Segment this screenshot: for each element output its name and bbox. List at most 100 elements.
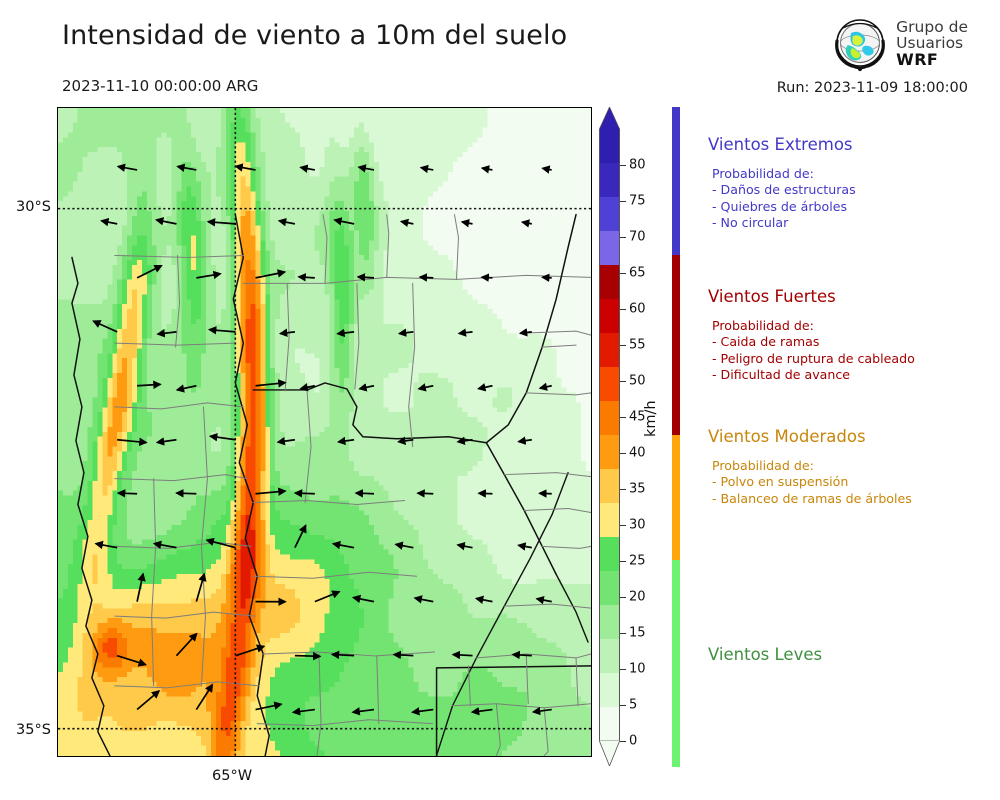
colorbar-segment xyxy=(600,332,619,367)
colorbar-tick xyxy=(620,561,626,563)
legend-category-title: Vientos Fuertes xyxy=(708,287,836,306)
colorbar-tick-label: 50 xyxy=(629,373,646,389)
colorbar-tick xyxy=(620,417,626,419)
colorbar-tick xyxy=(620,597,626,599)
colorbar-max-arrow xyxy=(599,107,620,130)
colorbar-tick xyxy=(620,309,626,311)
colorbar-tick-label: 0 xyxy=(629,733,638,749)
colorbar-tick-label: 30 xyxy=(629,517,646,533)
colorbar-tick-label: 40 xyxy=(629,445,646,461)
legend-category-items: Probabilidad de: - Caida de ramas - Peligr… xyxy=(708,318,992,384)
colorbar: 0 5 10 15 20 25 30 35 40 45 50 55 60 65 70 75 80 km/h xyxy=(597,107,659,766)
legend-category-4: Vientos Leves xyxy=(708,645,992,676)
colorbar-segment xyxy=(600,128,619,163)
colorbar-tick xyxy=(620,705,626,707)
run-time-label: Run: 2023-11-09 18:00:00 xyxy=(776,80,968,96)
legend-category-3: Vientos Moderados Probabilidad de: - Polvo… xyxy=(708,427,992,507)
colorbar-segment xyxy=(600,264,619,299)
colorbar-segment xyxy=(600,706,619,741)
lat-label-30s: 30°S xyxy=(16,199,51,215)
colorbar-units-label: km/h xyxy=(643,400,659,437)
colorbar-tick-label: 80 xyxy=(629,157,646,173)
legend-item: - Caida de ramas xyxy=(712,334,820,350)
legend-items-intro: Probabilidad de: xyxy=(712,318,814,333)
colorbar-segment xyxy=(600,434,619,469)
colorbar-tick xyxy=(620,669,626,671)
colorbar-segment xyxy=(600,672,619,707)
colorbar-tick xyxy=(620,273,626,275)
colorbar-segment xyxy=(600,570,619,605)
legend-item: - Daños de estructuras xyxy=(712,182,856,198)
page-title: Intensidad de viento a 10m del suelo xyxy=(62,20,568,51)
colorbar-segment xyxy=(600,400,619,435)
colorbar-tick xyxy=(620,345,626,347)
legend-bar-segment xyxy=(672,435,680,560)
legend-color-bar xyxy=(672,107,680,767)
colorbar-gradient xyxy=(599,128,620,741)
legend-items-intro: Probabilidad de: xyxy=(712,458,814,473)
logo-text: Grupo de Usuarios WRF xyxy=(896,18,968,69)
legend-category-items: Probabilidad de: - Polvo en suspensión - B… xyxy=(708,458,992,507)
colorbar-tick xyxy=(620,165,626,167)
colorbar-segment xyxy=(600,536,619,571)
colorbar-tick-label: 20 xyxy=(629,589,646,605)
colorbar-tick-label: 60 xyxy=(629,301,646,317)
wrf-user-group-logo: Grupo de Usuarios WRF xyxy=(831,13,968,75)
wind-intensity-map[interactable] xyxy=(57,107,592,757)
colorbar-tick-label: 5 xyxy=(629,697,638,713)
wind-category-legend: Vientos Extremos Probabilidad de: - Daños … xyxy=(672,107,992,767)
colorbar-segment xyxy=(600,230,619,265)
colorbar-segment xyxy=(600,162,619,197)
colorbar-segment xyxy=(600,468,619,503)
map-canvas xyxy=(58,108,591,756)
colorbar-segment xyxy=(600,638,619,673)
legend-category-2: Vientos Fuertes Probabilidad de: - Caida d… xyxy=(708,287,992,384)
colorbar-segment xyxy=(600,196,619,231)
colorbar-tick xyxy=(620,525,626,527)
colorbar-tick xyxy=(620,741,626,743)
colorbar-tick xyxy=(620,381,626,383)
colorbar-tick-label: 35 xyxy=(629,481,646,497)
colorbar-tick-label: 25 xyxy=(629,553,646,569)
colorbar-tick-label: 15 xyxy=(629,625,646,641)
legend-item: - Balanceo de ramas de árboles xyxy=(712,490,912,506)
legend-items-intro: Probabilidad de: xyxy=(712,166,814,181)
colorbar-segment xyxy=(600,298,619,333)
legend-bar-segment xyxy=(672,255,680,435)
colorbar-tick-label: 75 xyxy=(629,193,646,209)
colorbar-segment xyxy=(600,604,619,639)
legend-category-1: Vientos Extremos Probabilidad de: - Daños … xyxy=(708,135,992,232)
legend-item: - Polvo en suspensión xyxy=(712,474,849,490)
legend-category-title: Vientos Extremos xyxy=(708,135,853,154)
colorbar-tick-label: 65 xyxy=(629,265,646,281)
colorbar-tick xyxy=(620,237,626,239)
legend-bar-segment xyxy=(672,107,680,255)
colorbar-tick-label: 10 xyxy=(629,661,646,677)
legend-item: - Dificultad de avance xyxy=(712,367,851,383)
legend-category-title: Vientos Leves xyxy=(708,645,823,664)
colorbar-tick xyxy=(620,489,626,491)
colorbar-tick-label: 70 xyxy=(629,229,646,245)
globe-emblem-icon xyxy=(831,15,889,73)
colorbar-tick xyxy=(620,201,626,203)
valid-time-label: 2023-11-10 00:00:00 ARG xyxy=(62,77,259,95)
legend-item: - No circular xyxy=(712,215,789,231)
colorbar-segment xyxy=(600,366,619,401)
colorbar-tick xyxy=(620,633,626,635)
colorbar-segment xyxy=(600,502,619,537)
lon-label-65w: 65°W xyxy=(212,768,253,784)
legend-category-items: Probabilidad de: - Daños de estructuras - … xyxy=(708,166,992,232)
colorbar-tick-label: 45 xyxy=(629,409,646,425)
logo-line-2: Usuarios xyxy=(896,33,964,52)
logo-line-1: Grupo de xyxy=(896,18,968,37)
colorbar-min-arrow xyxy=(599,740,620,766)
legend-bar-segment xyxy=(672,560,680,767)
colorbar-tick-label: 55 xyxy=(629,337,646,353)
logo-line-3: WRF xyxy=(896,49,939,69)
legend-item: - Peligro de ruptura de cableado xyxy=(712,350,915,366)
legend-category-title: Vientos Moderados xyxy=(708,427,866,446)
legend-item: - Quiebres de árboles xyxy=(712,198,848,214)
colorbar-tick xyxy=(620,453,626,455)
lat-label-35s: 35°S xyxy=(16,722,51,738)
